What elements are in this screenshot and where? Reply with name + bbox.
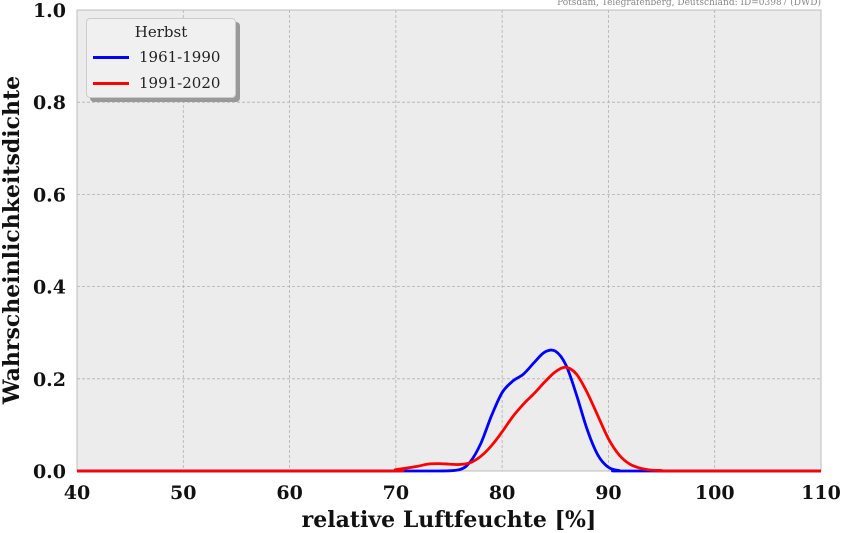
y-tick-label: 1.0 (33, 0, 66, 22)
y-tick-label: 0.4 (33, 277, 66, 299)
x-axis-label: relative Luftfeuchte [%] (301, 507, 597, 533)
source-note: Potsdam, Telegrafenberg, Deutschland: ID… (557, 0, 821, 8)
legend-entry-1991-2020: 1991-2020 (93, 73, 220, 93)
series-line-1991-2020 (77, 365, 821, 473)
x-tick-label: 60 (276, 482, 302, 504)
legend-entry-1961-1990: 1961-1990 (93, 47, 220, 67)
y-tick-label: 0.0 (33, 461, 66, 483)
y-axis-label: Wahrscheinlichkeitsdichte (0, 75, 25, 405)
y-tick-label: 0.6 (33, 184, 66, 206)
x-tick-label: 70 (383, 482, 409, 504)
legend-title: Herbst (134, 23, 188, 41)
legend-line-1991-2020 (93, 81, 129, 85)
x-tick-label: 80 (489, 482, 515, 504)
x-tick-label: 110 (801, 482, 841, 504)
legend-label-1961-1990: 1961-1990 (139, 48, 221, 66)
y-tick-label: 0.2 (33, 369, 66, 391)
legend-label-1991-2020: 1991-2020 (139, 74, 221, 92)
x-tick-label: 40 (64, 482, 90, 504)
x-tick-label: 50 (170, 482, 196, 504)
x-tick-label: 100 (695, 482, 735, 504)
legend: Herbst 1961-1990 1991-2020 (86, 18, 236, 98)
x-tick-label: 90 (595, 482, 621, 504)
y-tick-label: 0.8 (33, 92, 66, 114)
legend-line-1961-1990 (93, 55, 129, 59)
series-line-1961-1990 (77, 348, 821, 473)
